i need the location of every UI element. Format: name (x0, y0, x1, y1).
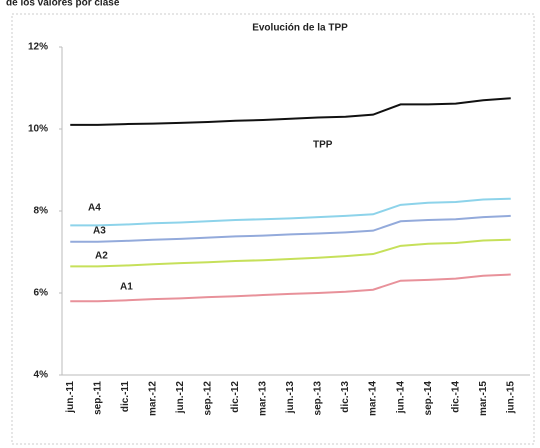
series-line (70, 197, 511, 227)
chart-frame (11, 13, 535, 445)
x-tick-label: jun.-13 (285, 381, 296, 415)
series-line (70, 273, 511, 303)
x-tick-label: mar.-12 (147, 381, 158, 416)
y-tick-label: 8% (34, 206, 49, 217)
series-line (70, 97, 511, 126)
chart-title: Evolución de la TPP (252, 23, 348, 34)
caption: de los valores por clase (6, 0, 120, 9)
x-tick-label: sep.-12 (203, 381, 214, 416)
x-tick-label: jun.-14 (395, 381, 406, 415)
series-label: A1 (120, 282, 133, 293)
x-tick-label: sep.-13 (313, 381, 324, 416)
series-line (70, 214, 511, 243)
x-tick-label: sep.-11 (92, 381, 103, 415)
x-tick-label: dic.-14 (450, 381, 461, 413)
y-tick-label: 10% (28, 124, 48, 135)
x-tick-label: jun.-15 (505, 381, 516, 415)
series-label: A3 (93, 226, 106, 237)
x-tick-label: mar.-15 (478, 381, 489, 416)
x-tick-label: mar.-14 (368, 381, 379, 416)
series-label: TPP (313, 140, 333, 151)
series-label: A2 (95, 251, 108, 262)
x-tick-label: jun.-12 (175, 381, 186, 415)
x-tick-label: jun.-11 (65, 381, 76, 414)
y-tick-label: 4% (34, 370, 49, 381)
series-label: A4 (88, 203, 101, 214)
y-tick-label: 6% (34, 288, 49, 299)
x-tick-label: sep.-14 (423, 381, 434, 416)
series-line (70, 238, 511, 268)
y-tick-label: 12% (28, 42, 48, 53)
x-tick-label: dic.-13 (340, 381, 351, 413)
x-tick-label: mar.-13 (258, 381, 269, 416)
x-tick-label: dic.-11 (120, 381, 131, 413)
x-tick-label: dic.-12 (230, 381, 241, 413)
